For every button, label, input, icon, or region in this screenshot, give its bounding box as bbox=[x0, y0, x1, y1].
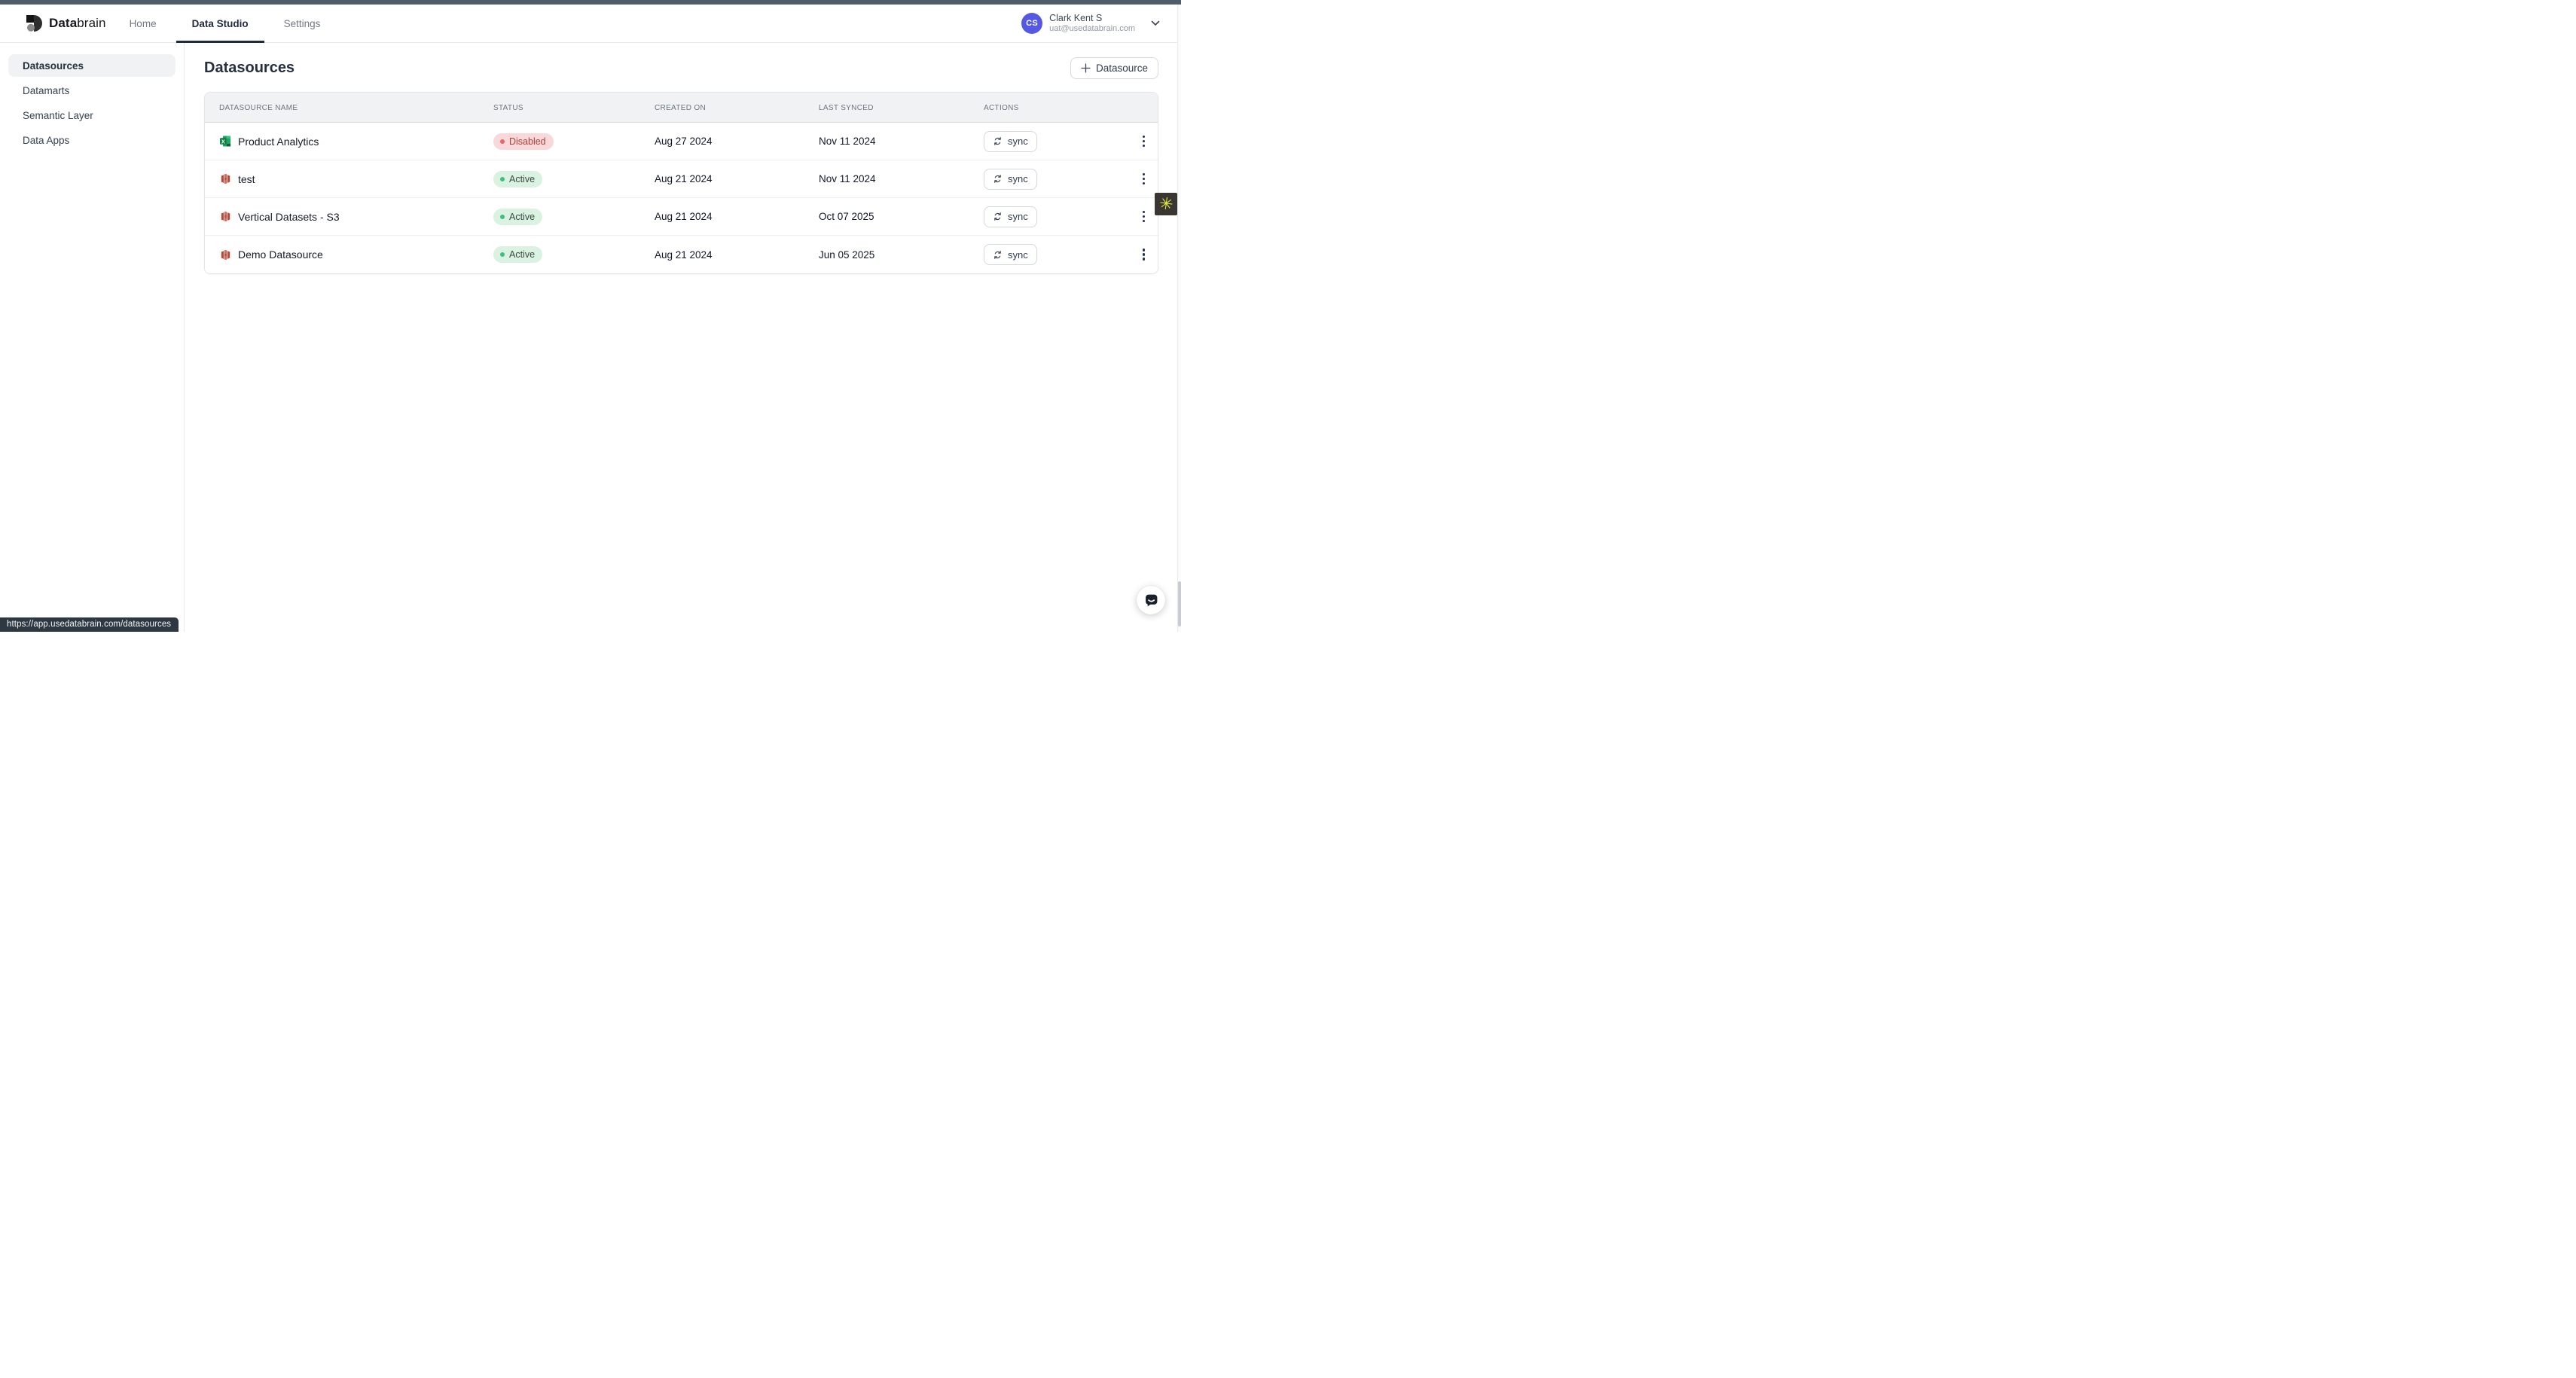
sidebar-item-datasources[interactable]: Datasources bbox=[8, 54, 175, 77]
created-on-cell: Aug 21 2024 bbox=[655, 173, 713, 184]
add-datasource-button[interactable]: Datasource bbox=[1070, 57, 1158, 79]
user-name: Clark Kent S bbox=[1049, 12, 1103, 23]
browser-top-strip bbox=[0, 0, 1181, 5]
s3-icon bbox=[221, 249, 230, 260]
main-content: Datasources Datasource DATASOURCE NAME S… bbox=[185, 43, 1181, 632]
created-on-cell: Aug 21 2024 bbox=[655, 248, 713, 261]
table-row: X test Active Aug 21 2024 Nov 11 2024 bbox=[205, 160, 1158, 198]
sidebar-item-datamarts[interactable]: Datamarts bbox=[23, 84, 70, 96]
last-synced-cell: Jun 05 2025 bbox=[819, 248, 875, 261]
status-badge: Active bbox=[493, 246, 543, 263]
datasource-name-cell: X Vertical Datasets - S3 bbox=[205, 210, 493, 223]
kebab-menu-icon[interactable] bbox=[1140, 245, 1149, 264]
column-header-status: STATUS bbox=[493, 102, 523, 112]
column-header-name: DATASOURCE NAME bbox=[219, 102, 298, 112]
column-header-actions: ACTIONS bbox=[984, 102, 1019, 112]
kebab-menu-icon[interactable] bbox=[1140, 133, 1149, 151]
column-header-created: CREATED ON bbox=[655, 102, 706, 112]
page-title: Datasources bbox=[204, 59, 295, 76]
scrollbar-track bbox=[1177, 5, 1181, 632]
datasource-name: Product Analytics bbox=[238, 135, 319, 148]
actions-cell: sync bbox=[984, 244, 1158, 265]
sync-button[interactable]: sync bbox=[984, 206, 1037, 227]
datasource-name: Vertical Datasets - S3 bbox=[238, 210, 340, 223]
actions-cell: sync bbox=[984, 168, 1158, 190]
plus-icon bbox=[1081, 63, 1091, 73]
table-row: X Demo Datasource Active Aug 21 2024 Jun… bbox=[205, 236, 1158, 273]
kebab-menu-icon[interactable] bbox=[1140, 170, 1149, 188]
table-body: X Product Analytics Disabled Aug 27 2024… bbox=[205, 123, 1158, 273]
status-cell: Active bbox=[493, 246, 655, 263]
sync-button[interactable]: sync bbox=[984, 130, 1037, 152]
refresh-icon bbox=[994, 212, 1001, 221]
feedback-widget-button[interactable]: ✳ bbox=[1155, 193, 1177, 215]
datasource-name: Demo Datasource bbox=[238, 248, 323, 261]
status-cell: Disabled bbox=[493, 133, 655, 150]
refresh-icon bbox=[994, 137, 1001, 145]
chat-launcher-button[interactable] bbox=[1137, 586, 1165, 614]
last-synced-cell: Nov 11 2024 bbox=[819, 136, 876, 147]
status-dot-icon bbox=[500, 214, 505, 219]
actions-cell: sync bbox=[984, 130, 1158, 152]
status-badge: Active bbox=[493, 208, 543, 225]
sync-button[interactable]: sync bbox=[984, 244, 1037, 265]
column-header-synced: LAST SYNCED bbox=[819, 102, 874, 112]
databrain-logo-icon bbox=[26, 15, 42, 32]
datasource-name-cell: X Demo Datasource bbox=[205, 248, 493, 261]
sidebar: Datasources Datamarts Semantic Layer Dat… bbox=[0, 43, 185, 632]
asterisk-icon: ✳ bbox=[1158, 193, 1174, 215]
kebab-menu-icon[interactable] bbox=[1140, 208, 1149, 226]
user-menu[interactable]: CS Clark Kent S uat@usedatabrain.com bbox=[1021, 5, 1160, 42]
table-row: X Product Analytics Disabled Aug 27 2024… bbox=[205, 123, 1158, 160]
databrain-logo[interactable]: Databrain bbox=[26, 5, 106, 42]
actions-cell: sync bbox=[984, 206, 1158, 227]
logo-wordmark: Databrain bbox=[49, 16, 106, 30]
s3-icon bbox=[221, 212, 230, 221]
datasource-name: test bbox=[238, 172, 255, 185]
table-row: X Vertical Datasets - S3 Active Aug 21 2… bbox=[205, 198, 1158, 236]
datasource-name-cell: X test bbox=[205, 172, 493, 185]
status-cell: Active bbox=[493, 208, 655, 225]
datasource-name-cell: X Product Analytics bbox=[205, 135, 493, 148]
svg-text:X: X bbox=[221, 138, 225, 145]
sync-button[interactable]: sync bbox=[984, 168, 1037, 190]
scrollbar-thumb[interactable] bbox=[1177, 581, 1181, 627]
status-badge: Disabled bbox=[493, 133, 554, 150]
nav-tab-data-studio[interactable]: Data Studio bbox=[175, 5, 264, 43]
user-email: uat@usedatabrain.com bbox=[1049, 23, 1135, 33]
refresh-icon bbox=[994, 175, 1001, 183]
excel-icon: X bbox=[220, 136, 231, 147]
nav-tab-settings[interactable]: Settings bbox=[283, 17, 321, 29]
nav-tabs: Home Data Studio Settings bbox=[114, 5, 337, 43]
status-dot-icon bbox=[500, 176, 505, 181]
table-header-row: DATASOURCE NAME STATUS CREATED ON LAST S… bbox=[205, 93, 1158, 123]
sidebar-item-data-apps[interactable]: Data Apps bbox=[23, 134, 70, 146]
datasources-table: DATASOURCE NAME STATUS CREATED ON LAST S… bbox=[204, 92, 1158, 274]
status-dot-icon bbox=[500, 252, 505, 257]
nav-tab-home[interactable]: Home bbox=[129, 17, 157, 29]
status-cell: Active bbox=[493, 170, 655, 187]
status-dot-icon bbox=[500, 139, 505, 144]
last-synced-cell: Oct 07 2025 bbox=[819, 211, 874, 222]
last-synced-cell: Nov 11 2024 bbox=[819, 173, 876, 184]
refresh-icon bbox=[994, 250, 1001, 259]
sidebar-item-semantic-layer[interactable]: Semantic Layer bbox=[23, 109, 93, 121]
s3-icon bbox=[221, 174, 230, 184]
created-on-cell: Aug 27 2024 bbox=[655, 136, 713, 147]
status-bar-url: https://app.usedatabrain.com/datasources bbox=[0, 617, 179, 632]
created-on-cell: Aug 21 2024 bbox=[655, 211, 713, 222]
avatar: CS bbox=[1021, 13, 1043, 34]
chevron-down-icon[interactable] bbox=[1151, 20, 1160, 26]
app-header: Databrain Home Data Studio Settings CS C… bbox=[0, 5, 1181, 43]
status-badge: Active bbox=[493, 170, 543, 187]
chat-bubble-icon bbox=[1145, 594, 1157, 606]
